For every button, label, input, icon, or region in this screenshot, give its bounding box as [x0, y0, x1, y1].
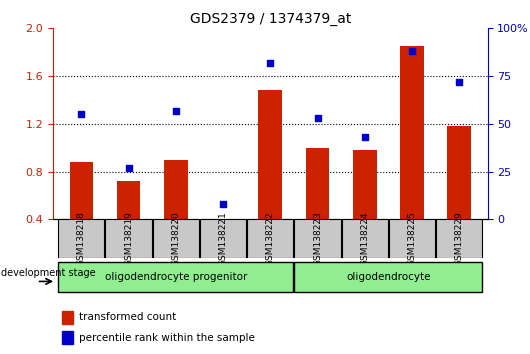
Point: [313, 115, 322, 121]
Point: [125, 165, 133, 171]
Text: development stage: development stage: [1, 268, 96, 278]
Bar: [353, 150, 377, 219]
Text: GSM138220: GSM138220: [171, 212, 180, 266]
Bar: [117, 181, 140, 219]
Point: [408, 48, 416, 54]
Bar: [447, 126, 471, 219]
Text: GSM138222: GSM138222: [266, 212, 275, 266]
Bar: [342, 219, 388, 258]
Text: transformed count: transformed count: [79, 312, 176, 322]
Text: GSM138229: GSM138229: [455, 212, 464, 266]
Point: [219, 201, 227, 207]
Bar: [247, 219, 294, 258]
Bar: [389, 219, 435, 258]
Text: GSM138223: GSM138223: [313, 212, 322, 266]
Bar: [58, 219, 104, 258]
Bar: [306, 148, 329, 219]
Text: percentile rank within the sample: percentile rank within the sample: [79, 332, 255, 343]
Point: [77, 112, 85, 117]
Title: GDS2379 / 1374379_at: GDS2379 / 1374379_at: [190, 12, 351, 26]
Text: GSM138219: GSM138219: [124, 211, 133, 267]
Text: GSM138218: GSM138218: [77, 211, 86, 267]
Bar: [400, 46, 424, 219]
Point: [360, 135, 369, 140]
Text: GSM138221: GSM138221: [218, 212, 227, 266]
Bar: [436, 219, 482, 258]
Bar: [259, 91, 282, 219]
Point: [172, 108, 180, 113]
Text: oligodendrocyte: oligodendrocyte: [346, 272, 431, 282]
Text: oligodendrocyte progenitor: oligodendrocyte progenitor: [104, 272, 247, 282]
Point: [266, 60, 275, 65]
Bar: [153, 219, 199, 258]
Text: GSM138225: GSM138225: [408, 212, 417, 266]
Bar: [69, 162, 93, 219]
Bar: [105, 219, 152, 258]
Bar: [294, 262, 482, 292]
Bar: [58, 262, 294, 292]
Bar: [61, 311, 73, 324]
Text: GSM138224: GSM138224: [360, 212, 369, 266]
Bar: [164, 160, 188, 219]
Bar: [200, 219, 246, 258]
Bar: [61, 331, 73, 344]
Bar: [294, 219, 341, 258]
Point: [455, 79, 464, 85]
